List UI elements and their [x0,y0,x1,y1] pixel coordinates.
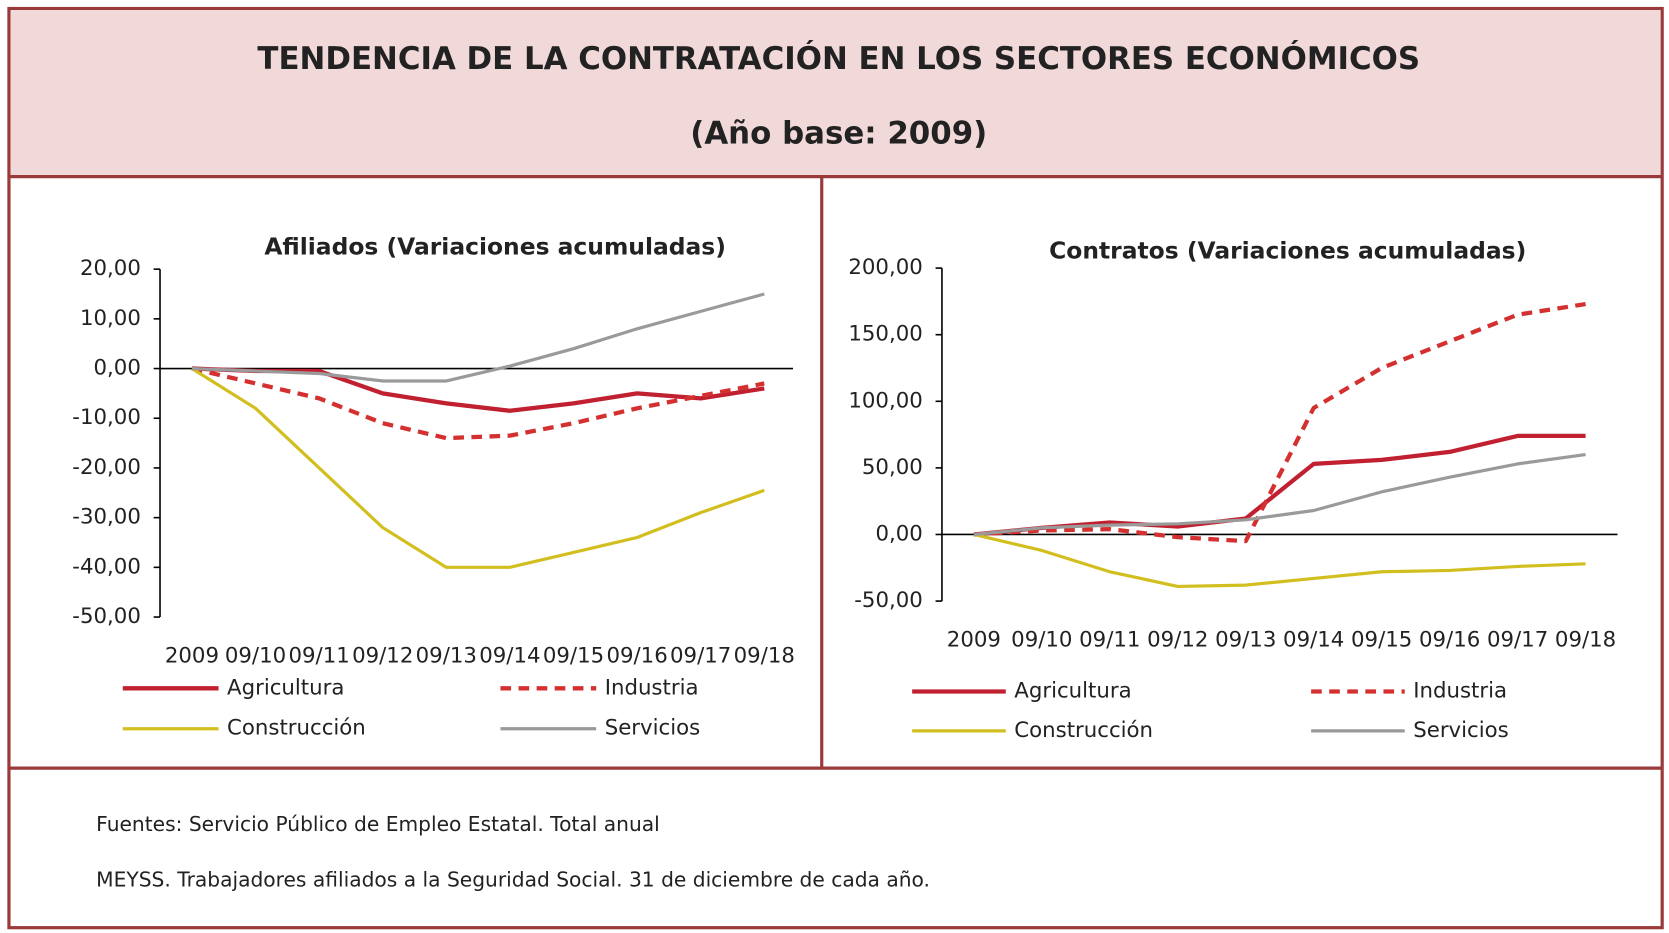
legend-label: Agricultura [227,675,344,700]
y-tick-label: 50,00 [862,455,923,480]
x-tick-label: 09/13 [416,643,477,668]
y-tick-label: -20,00 [72,455,141,480]
series-line [973,301,1586,544]
y-tick-label: 0,00 [875,521,922,546]
y-tick-label: 200,00 [848,255,922,280]
x-tick-label: 09/14 [479,643,540,668]
legend-label: Construcción [1014,718,1153,743]
x-tick-label: 09/12 [1147,627,1208,652]
x-tick-label: 09/17 [670,643,731,668]
x-tick-label: 09/18 [1555,627,1616,652]
series-line [973,452,1586,537]
x-tick-label: 09/11 [288,643,349,668]
footer-line: MEYSS. Trabajadores afiliados a la Segur… [96,867,930,891]
y-tick-label: 100,00 [848,388,922,413]
x-tick-label: 2009 [947,627,1001,652]
x-tick-label: 09/11 [1079,627,1140,652]
y-tick-label: 150,00 [848,322,922,347]
x-tick-label: 09/10 [1011,627,1072,652]
series-line [191,366,765,441]
legend-label: Agricultura [1014,679,1131,704]
chart-title: Afiliados (Variaciones acumuladas) [264,232,726,260]
x-tick-label: 09/13 [1215,627,1276,652]
x-tick-label: 09/14 [1283,627,1344,652]
footer-line: Fuentes: Servicio Público de Empleo Esta… [96,812,660,836]
series-line [973,532,1586,589]
x-tick-label: 09/16 [606,643,667,668]
series-line [191,292,765,383]
x-tick-label: 09/15 [1351,627,1412,652]
legend-label: Industria [605,675,699,700]
header-band [10,10,1661,177]
legend-label: Servicios [1413,718,1509,743]
x-tick-label: 09/17 [1487,627,1548,652]
y-tick-label: -50,00 [854,588,923,613]
x-tick-label: 09/16 [1419,627,1480,652]
legend-label: Servicios [605,716,701,741]
x-tick-label: 09/10 [225,643,286,668]
chart-title: Contratos (Variaciones acumuladas) [1049,237,1526,265]
x-tick-label: 09/12 [352,643,413,668]
title: TENDENCIA DE LA CONTRATACIÓN EN LOS SECT… [257,40,1420,77]
y-tick-label: -40,00 [72,554,141,579]
y-tick-label: -30,00 [72,505,141,530]
y-tick-label: -10,00 [72,405,141,430]
x-tick-label: 09/15 [543,643,604,668]
legend-label: Construcción [227,716,366,741]
y-tick-label: -50,00 [72,604,141,629]
subtitle: (Año base: 2009) [690,116,987,152]
x-tick-label: 09/18 [734,643,795,668]
x-tick-label: 2009 [165,643,219,668]
legend-label: Industria [1413,679,1507,704]
y-tick-label: 0,00 [94,356,141,381]
y-tick-label: 10,00 [80,306,141,331]
y-tick-label: 20,00 [80,256,141,281]
series-line [191,367,765,569]
